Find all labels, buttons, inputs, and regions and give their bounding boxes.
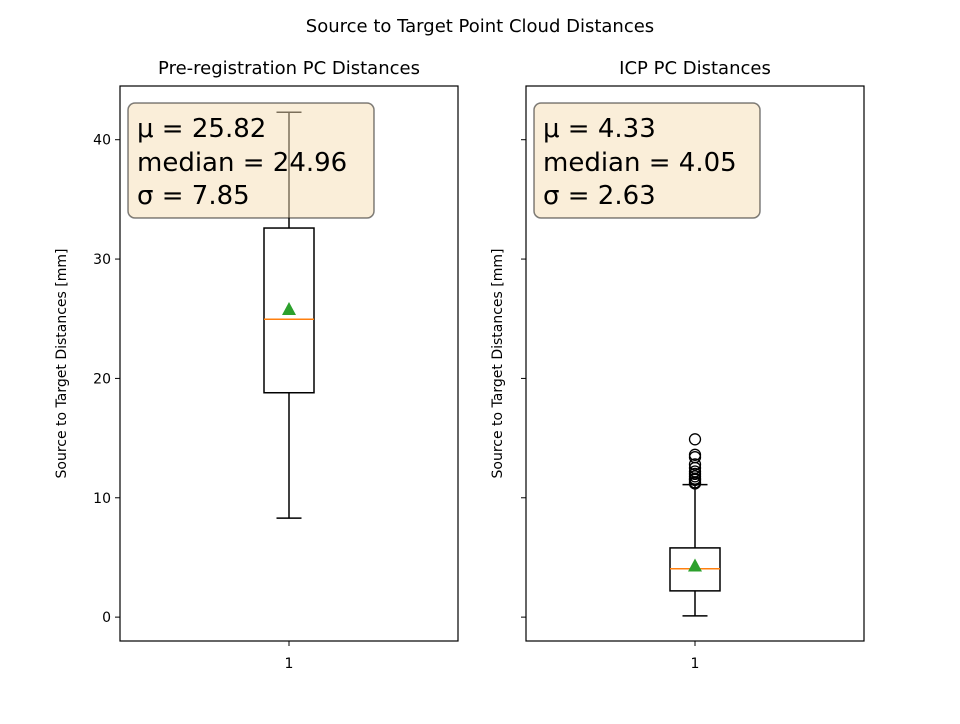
y-tick-label: 0 [102, 610, 111, 626]
subplot-2: ICP PC Distances Source to Target Distanc… [490, 58, 865, 672]
stats-box-background [533, 102, 761, 219]
subplot-title: ICP PC Distances [619, 58, 771, 79]
stats-sigma-label: σ = 7.85 [137, 181, 250, 211]
subplot-1: Pre-registration PC Distances 0 10 20 30 40 So… [54, 58, 459, 672]
outlier-point [688, 448, 702, 461]
subplot-title: Pre-registration PC Distances [158, 58, 420, 79]
y-tick-label: 10 [93, 491, 111, 507]
iqr-box [263, 227, 315, 394]
y-tick-label: 40 [93, 133, 111, 149]
stats-sigma-label: σ = 2.63 [543, 181, 656, 211]
outlier-point [688, 433, 702, 446]
boxplot [669, 433, 721, 617]
stats-mean-label: μ = 4.33 [543, 114, 656, 144]
x-tick-label: 1 [691, 656, 700, 672]
stats-median-label: median = 24.96 [137, 148, 347, 178]
outlier-point [688, 465, 702, 478]
outlier-point [688, 451, 702, 464]
y-tick-label: 20 [93, 371, 111, 387]
figure-suptitle: Source to Target Point Cloud Distances [306, 16, 654, 37]
x-tick-label: 1 [285, 656, 294, 672]
axes-frame [119, 85, 459, 642]
axes-frame [525, 85, 865, 642]
stats-median-label: median = 4.05 [543, 148, 737, 178]
y-axis-label: Source to Target Distances [mm] [490, 249, 506, 479]
y-tick-label: 30 [93, 252, 111, 268]
stats-box: μ = 4.33 median = 4.05σ = 2.63 [533, 102, 761, 219]
y-axis-label: Source to Target Distances [mm] [54, 249, 70, 479]
stats-box: μ = 25.82 median = 24.96σ = 7.85 [127, 102, 375, 219]
mean-marker [282, 301, 296, 315]
mean-marker [688, 558, 702, 572]
stats-box-background [127, 102, 375, 219]
stats-mean-label: μ = 25.82 [137, 114, 266, 144]
outlier-point [688, 458, 702, 471]
